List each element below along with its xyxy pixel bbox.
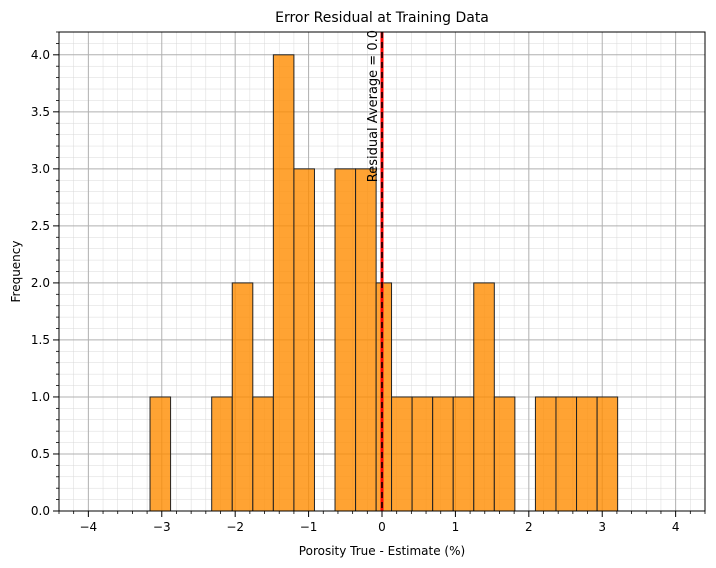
y-tick-label: 1.5 <box>31 333 50 347</box>
histogram-bar <box>149 396 172 512</box>
y-tick-label: 0.5 <box>31 447 50 461</box>
x-tick-label: 1 <box>452 520 460 534</box>
y-tick-label: 1.0 <box>31 390 50 404</box>
histogram-bar <box>293 168 315 512</box>
y-tick-label: 3.0 <box>31 162 50 176</box>
y-tick-label: 2.5 <box>31 219 50 233</box>
histogram-bar <box>493 396 516 512</box>
histogram-bar <box>272 54 295 512</box>
average-line-label: Residual Average = 0.0 <box>366 30 381 182</box>
y-tick-label: 3.5 <box>31 105 50 119</box>
histogram-bar <box>452 396 475 512</box>
histogram-bar <box>231 282 254 512</box>
histogram-bar <box>411 396 434 512</box>
histogram-bar <box>334 168 357 512</box>
chart-title: Error Residual at Training Data <box>275 10 489 26</box>
x-tick-label: 0 <box>378 520 386 534</box>
y-tick-label: 0.0 <box>31 504 50 518</box>
y-tick-label: 2.0 <box>31 276 50 290</box>
histogram-bar <box>375 282 393 512</box>
x-axis-title: Porosity True - Estimate (%) <box>299 544 465 558</box>
x-tick-label: −4 <box>80 520 98 534</box>
axis-tick-labels: −4 −3 −2 −1 0 1 2 3 4 0.0 0.5 1.0 1.5 2.0 2.5 3.0 3.5 4.0 <box>31 48 680 534</box>
histogram-bar <box>576 396 598 512</box>
histogram-bar <box>391 396 413 512</box>
x-tick-label: 3 <box>598 520 606 534</box>
histogram-bar <box>211 396 233 512</box>
y-tick-label: 4.0 <box>31 48 50 62</box>
histogram-bar <box>355 168 377 512</box>
histogram-bar <box>432 396 454 512</box>
axis-ticks <box>53 31 706 517</box>
x-tick-label: −3 <box>153 520 171 534</box>
y-axis-title: Frequency <box>9 241 23 303</box>
histogram-bar <box>555 396 578 512</box>
histogram-bar <box>252 396 274 512</box>
x-tick-label: 4 <box>672 520 680 534</box>
histogram-bars <box>149 54 619 512</box>
x-tick-label: −2 <box>226 520 244 534</box>
x-tick-label: 2 <box>525 520 533 534</box>
histogram-bar <box>534 396 557 512</box>
histogram-bar <box>596 396 619 512</box>
histogram-bar <box>473 282 495 512</box>
x-tick-label: −1 <box>300 520 318 534</box>
average-line-group: Residual Average = 0.0 <box>366 30 384 511</box>
